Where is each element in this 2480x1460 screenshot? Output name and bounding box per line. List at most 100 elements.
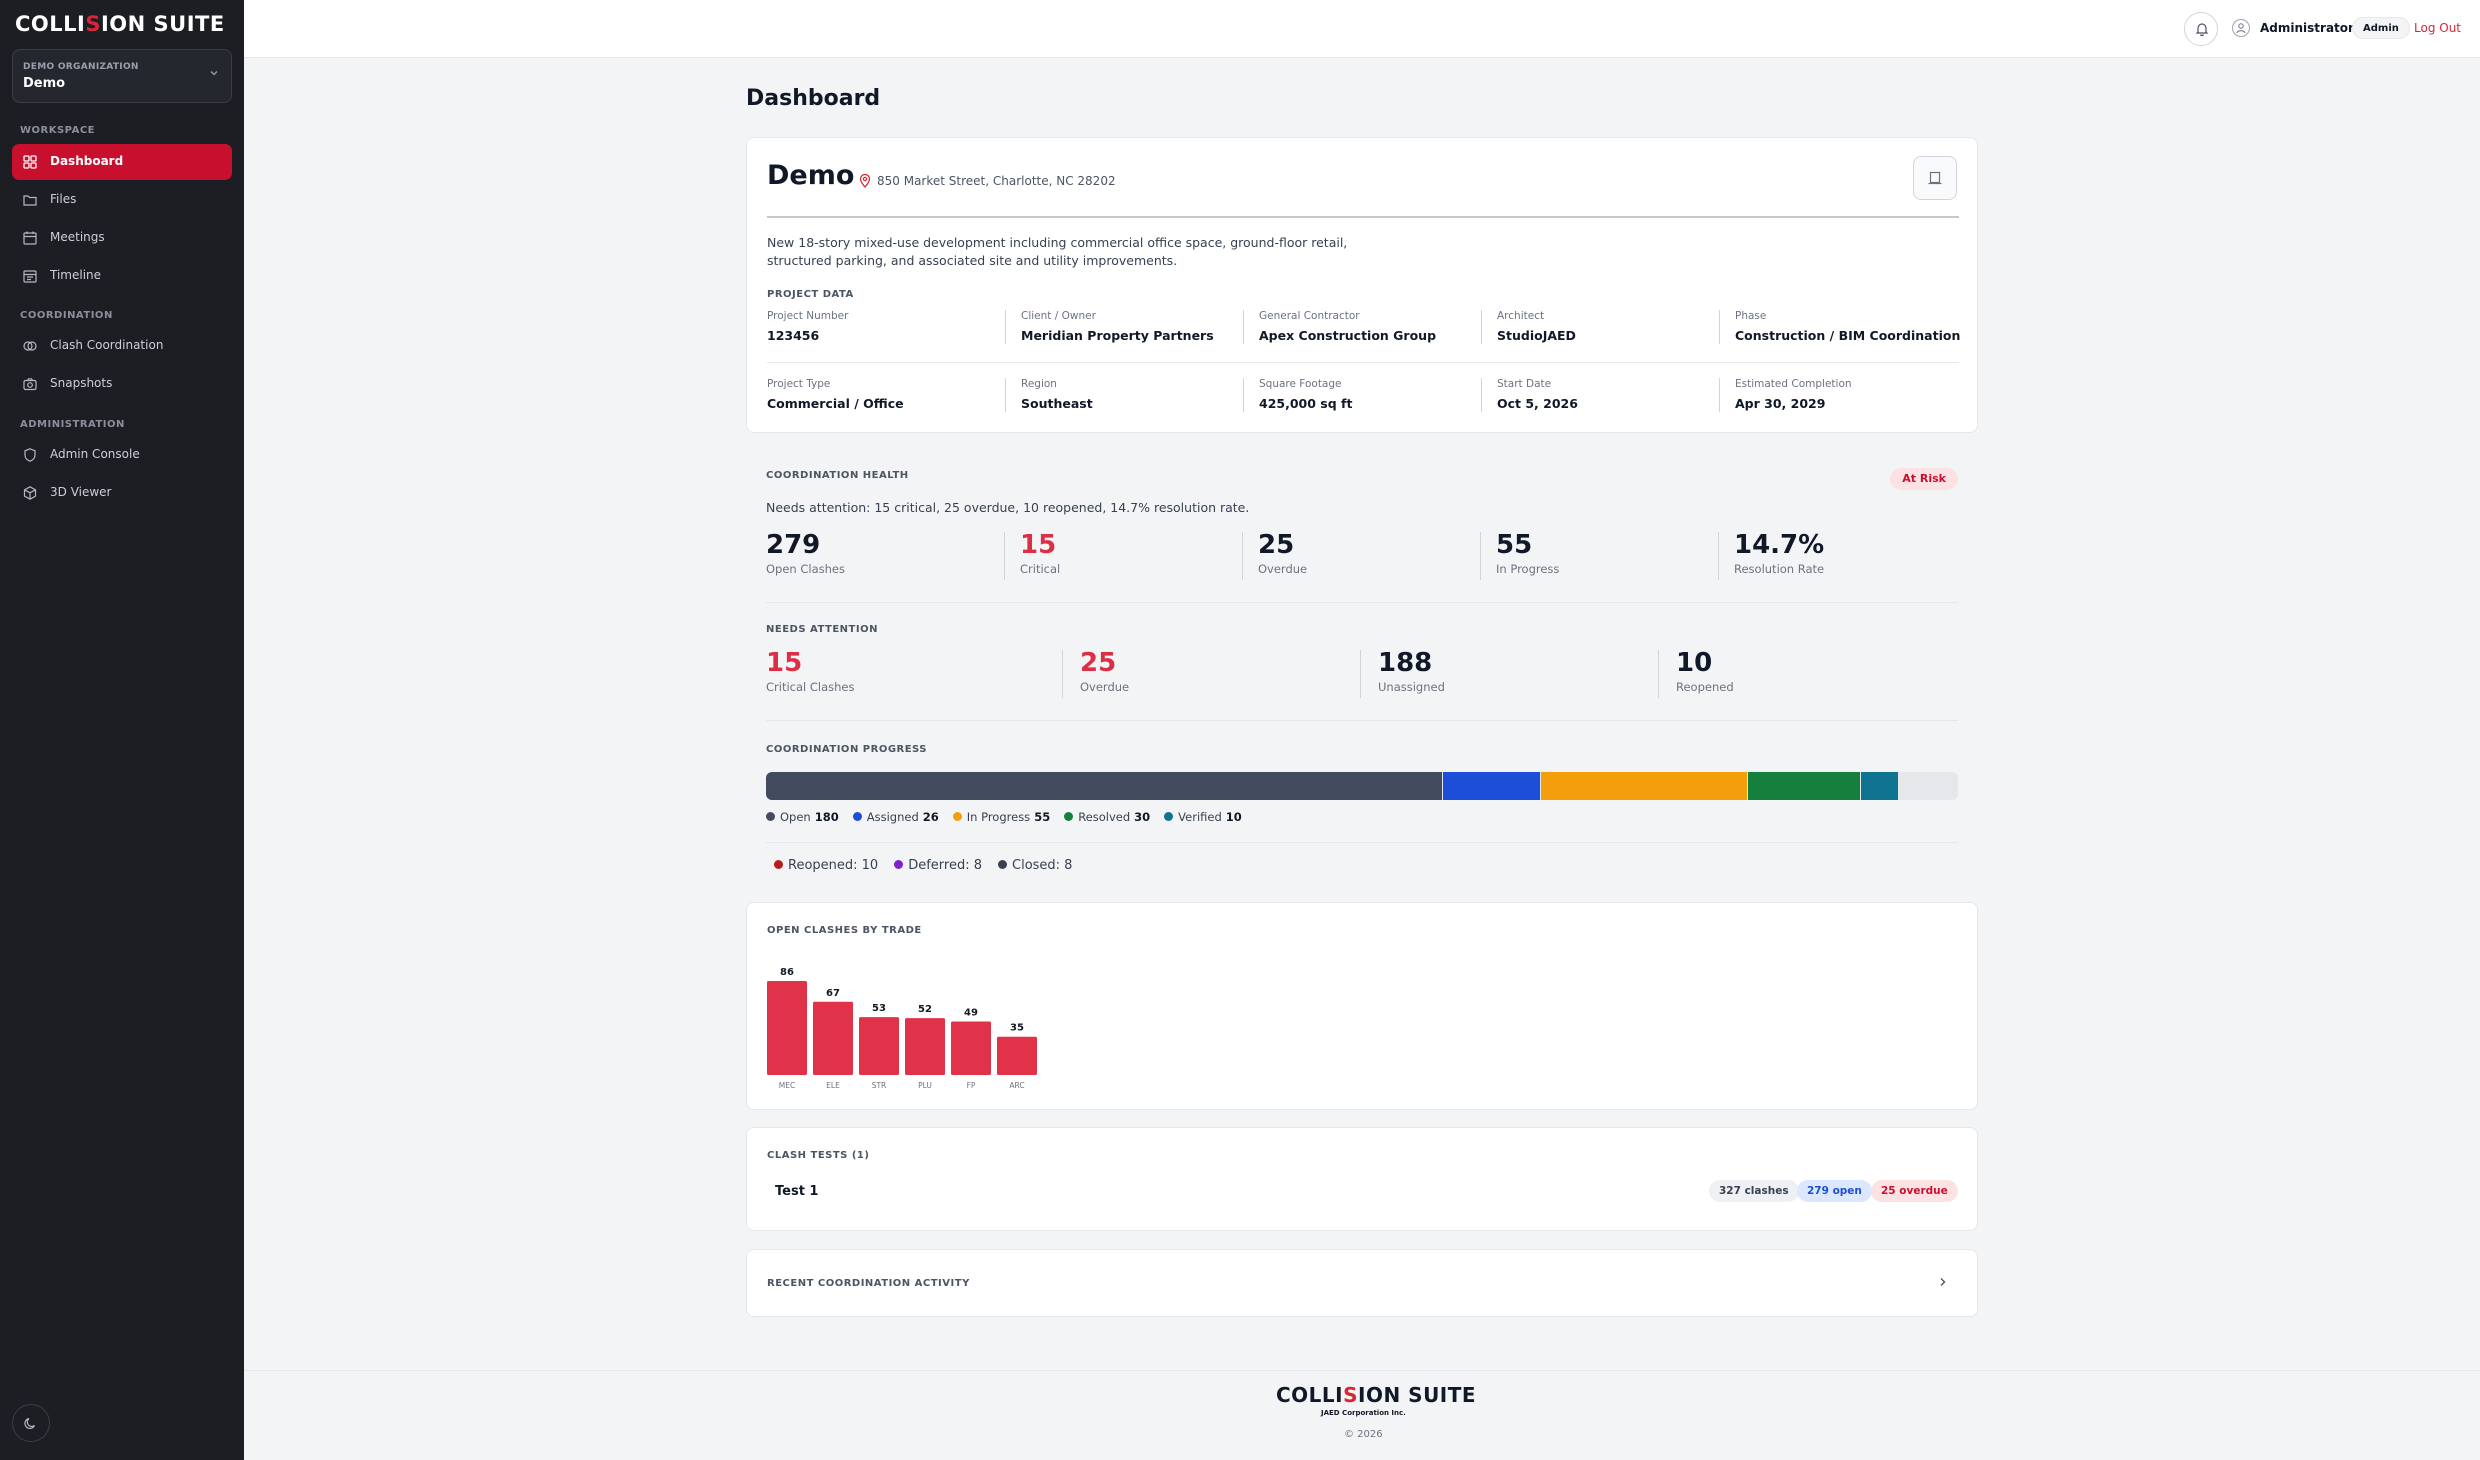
bar-str[interactable] <box>859 1017 899 1075</box>
bar-mec[interactable] <box>767 981 807 1075</box>
building-icon <box>1928 171 1942 185</box>
open-clashes-by-trade-card: OPEN CLASHES BY TRADE 86 MEC 67 ELE 53 STR 52 P… <box>746 902 1978 1110</box>
project-address: 850 Market Street, Charlotte, NC 28202 <box>877 174 1116 188</box>
sidebar-item-3d-viewer[interactable]: 3D Viewer <box>12 475 232 511</box>
bar-value-label: 52 <box>918 1004 932 1015</box>
trade-bar-chart: 86 MEC 67 ELE 53 STR 52 PLU 49 FP 35 ARC <box>767 967 1037 1090</box>
bar-arc[interactable] <box>997 1036 1037 1075</box>
metric-divider <box>1718 532 1719 580</box>
recent-activity-card[interactable]: RECENT COORDINATION ACTIVITY <box>746 1249 1978 1317</box>
bar-ele[interactable] <box>813 1001 853 1075</box>
legend-label: Closed: 8 <box>1012 858 1073 873</box>
coordination-progress-title: COORDINATION PROGRESS <box>766 744 928 755</box>
project-name: Demo <box>767 160 855 191</box>
timeline-icon <box>23 270 37 283</box>
sidebar-item-label: Files <box>50 192 77 206</box>
legend-item: In Progress 55 <box>952 810 1050 824</box>
metric-divider <box>1360 650 1361 698</box>
sidebar-item-label: Meetings <box>50 230 105 244</box>
metric-in-progress: 55 In Progress <box>1496 530 1560 576</box>
metric-open-clashes: 279 Open Clashes <box>766 530 845 576</box>
progress-legend: Open 180 Assigned 26 In Progress 55 Resolved 30… <box>766 810 1256 824</box>
metric-divider <box>1658 650 1659 698</box>
field-divider <box>1243 378 1244 412</box>
sidebar-item-label: 3D Viewer <box>50 485 112 499</box>
organization-switcher[interactable]: DEMO ORGANIZATION Demo <box>12 49 232 103</box>
clash-test-name[interactable]: Test 1 <box>775 1184 819 1199</box>
footer-tagline: JAED Corporation Inc. <box>1321 1409 1406 1417</box>
sidebar-item-label: Dashboard <box>50 154 124 168</box>
chart-title: OPEN CLASHES BY TRADE <box>767 925 922 936</box>
bar-value-label: 53 <box>872 1003 886 1014</box>
legend-item: Open 180 <box>766 810 839 824</box>
secondary-legend-item: Closed: 8 <box>998 858 1072 873</box>
legend-label: Assigned <box>866 810 919 824</box>
footer-logo: COLLISION SUITE <box>1276 1383 1477 1407</box>
bar-fp[interactable] <box>951 1021 991 1075</box>
bar-category-label: STR <box>872 1081 887 1090</box>
attention-critical-clashes: 15 Critical Clashes <box>766 648 855 694</box>
legend-dot <box>998 860 1007 869</box>
map-pin-icon <box>859 174 871 188</box>
field-client-owner: Client / Owner Meridian Property Partners <box>1021 310 1214 343</box>
field-divider <box>1481 310 1482 344</box>
field-divider <box>1481 378 1482 412</box>
camera-icon <box>23 378 37 391</box>
user-name: Administrator <box>2260 21 2354 35</box>
sidebar-item-dashboard[interactable]: Dashboard <box>12 144 232 180</box>
cube-icon <box>23 486 37 500</box>
attention-unassigned: 188 Unassigned <box>1378 648 1445 694</box>
sidebar-item-label: Snapshots <box>50 376 113 390</box>
bar-plu[interactable] <box>905 1018 945 1075</box>
bar-value-label: 67 <box>826 988 840 999</box>
sidebar-item-admin-console[interactable]: Admin Console <box>12 437 232 473</box>
theme-toggle-button[interactable] <box>12 1404 50 1442</box>
sidebar-item-clash-coordination[interactable]: Clash Coordination <box>12 328 232 364</box>
metric-divider <box>1004 532 1005 580</box>
metric-divider <box>1480 532 1481 580</box>
field-start-date: Start Date Oct 5, 2026 <box>1497 378 1578 411</box>
progress-segment-resolved <box>1748 772 1860 800</box>
footer-copyright: © 2026 <box>1344 1429 1383 1440</box>
coordination-health-title: COORDINATION HEALTH <box>766 470 909 481</box>
divider <box>767 362 1959 363</box>
field-estimated-completion: Estimated Completion Apr 30, 2029 <box>1735 378 1852 411</box>
legend-item: Verified 10 <box>1164 810 1242 824</box>
field-general-contractor: General Contractor Apex Construction Grou… <box>1259 310 1437 343</box>
progress-segment-assigned <box>1443 772 1540 800</box>
metric-overdue: 25 Overdue <box>1258 530 1308 576</box>
clash-tests-title: CLASH TESTS (1) <box>767 1150 870 1161</box>
legend-dot <box>774 860 783 869</box>
health-summary: Needs attention: 15 critical, 25 overdue… <box>766 500 1250 515</box>
app-logo[interactable]: COLLISION SUITE <box>15 12 225 36</box>
clash-tests-card: CLASH TESTS (1) Test 1 327 clashes 279 o… <box>746 1127 1978 1231</box>
legend-item: Resolved 30 <box>1064 810 1150 824</box>
sidebar-item-timeline[interactable]: Timeline <box>12 258 232 294</box>
chevron-right-icon[interactable] <box>1937 1276 1949 1288</box>
legend-item: Assigned 26 <box>852 810 939 824</box>
logout-link[interactable]: Log Out <box>2414 21 2462 35</box>
field-divider <box>1243 310 1244 344</box>
sidebar-item-meetings[interactable]: Meetings <box>12 220 232 256</box>
section-label-workspace: WORKSPACE <box>20 125 96 136</box>
bar-value-label: 49 <box>964 1007 978 1018</box>
field-project-type: Project Type Commercial / Office <box>767 378 904 411</box>
sidebar-item-snapshots[interactable]: Snapshots <box>12 366 232 402</box>
project-card: Demo 850 Market Street, Charlotte, NC 28… <box>746 137 1978 433</box>
legend-label: Verified <box>1178 810 1222 824</box>
metric-divider <box>1062 650 1063 698</box>
sidebar-item-files[interactable]: Files <box>12 182 232 218</box>
notifications-button[interactable] <box>2184 12 2218 46</box>
bar-category-label: ARC <box>1009 1081 1024 1090</box>
coordination-health-panel: COORDINATION HEALTH At Risk Needs attent… <box>746 452 1978 900</box>
legend-dot <box>1164 812 1174 821</box>
coordination-progress-bar <box>766 772 1958 800</box>
section-label-coordination: COORDINATION <box>20 310 113 321</box>
progress-segment-open <box>766 772 1442 800</box>
project-settings-button[interactable] <box>1913 156 1957 200</box>
overdue-count-badge: 25 overdue <box>1871 1180 1958 1202</box>
metric-divider <box>1242 532 1243 580</box>
organization-name: Demo <box>23 76 66 91</box>
organization-label: DEMO ORGANIZATION <box>23 62 139 72</box>
bar-category-label: MEC <box>779 1081 795 1090</box>
